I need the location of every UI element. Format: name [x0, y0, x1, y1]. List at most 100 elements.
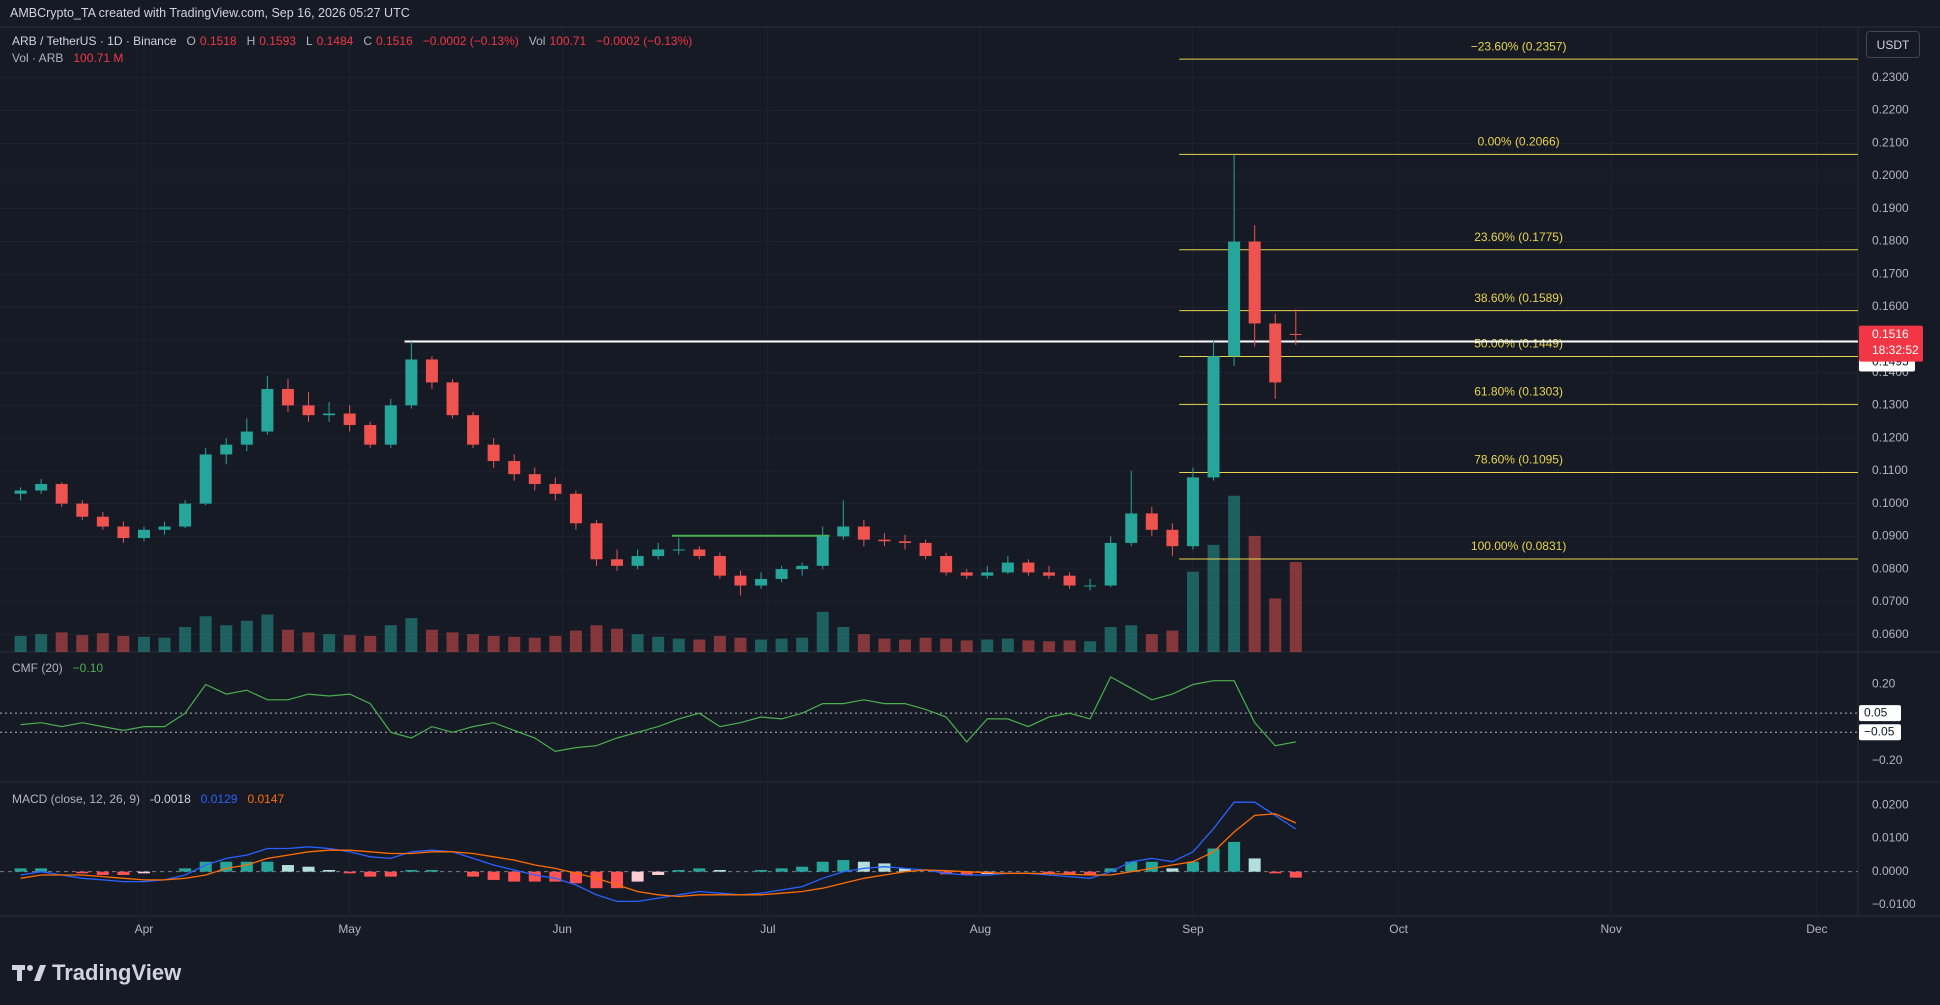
volume-bar [1084, 641, 1097, 652]
candle-body [1001, 562, 1014, 573]
ohlc-value: 0.1516 [376, 34, 413, 48]
histogram-bar [364, 871, 377, 877]
histogram-bar [1289, 871, 1302, 878]
histogram-bar [1186, 861, 1199, 872]
volume-bar [220, 625, 233, 652]
candle-body [775, 569, 788, 579]
vol-value: 100.71 [549, 34, 587, 48]
candle-body [405, 359, 418, 406]
candle-body [323, 413, 336, 416]
y-tick-label: 0.1900 [1872, 201, 1909, 215]
candle-body [1063, 575, 1076, 586]
candle-body [960, 572, 973, 576]
vol-change: −0.0002 (−0.13%) [596, 34, 693, 48]
volume-bar [1125, 625, 1138, 652]
volume-bar [775, 638, 788, 652]
cmf-legend: CMF (20) −0.10 [12, 661, 103, 675]
candle-body [734, 575, 747, 586]
volume-bar [405, 618, 418, 652]
histogram-bar [199, 861, 212, 872]
volume-bar [96, 633, 109, 652]
volume-bar [878, 638, 891, 652]
histogram-bar [76, 871, 89, 874]
histogram-bar [425, 870, 438, 872]
volume-bar [179, 627, 192, 652]
candle-body [1289, 333, 1302, 335]
grid [0, 27, 1858, 916]
candle-body [199, 454, 212, 504]
volume-bar [1022, 640, 1035, 652]
macd-value: 0.0129 [200, 792, 238, 806]
histogram-bar [1145, 861, 1158, 872]
band-label: −0.05 [1864, 724, 1895, 738]
y-tick-label: 0.0900 [1872, 529, 1909, 543]
candle-body [1166, 529, 1179, 547]
candle-body [508, 461, 521, 475]
y-tick-label: 0.0600 [1872, 627, 1909, 641]
histogram-bar [1228, 841, 1241, 872]
ohlc-key: L [305, 34, 313, 48]
candle-body [919, 542, 932, 557]
candle-body [528, 474, 541, 484]
volume-bar [981, 639, 994, 652]
histogram-bar [631, 871, 644, 882]
candle-body [1145, 513, 1158, 530]
change: −0.0002 (−0.13%) [422, 34, 519, 48]
y-tick-label: 0.1800 [1872, 234, 1909, 248]
histogram-bar [281, 865, 294, 872]
y-tick-label: 0.1300 [1872, 398, 1909, 412]
y-tick-label: 0.1100 [1872, 463, 1908, 477]
histogram-bar [549, 871, 562, 882]
y-tick-label: 0.0100 [1872, 831, 1909, 845]
histogram-bar [569, 871, 582, 884]
candle-body [1022, 562, 1035, 573]
y-tick-label: 0.2000 [1872, 168, 1909, 182]
volume-bar [1104, 627, 1117, 652]
volume-bar [14, 635, 27, 652]
histogram-bar [672, 870, 685, 872]
histogram-bar [487, 871, 500, 880]
candle-body [1186, 477, 1199, 547]
candle-body [446, 382, 459, 416]
volume-bar [899, 639, 912, 652]
histogram-bar [1269, 871, 1282, 874]
candle-body [652, 549, 665, 557]
histogram-bar [117, 871, 130, 875]
last-price: 0.1516 [1872, 327, 1909, 341]
y-tick-label: 0.0800 [1872, 561, 1909, 575]
currency-button[interactable]: USDT [1866, 31, 1920, 58]
vol-key: Vol [528, 34, 546, 48]
volume-bar [425, 629, 438, 652]
candle-body [55, 483, 68, 504]
y-tick-label: 0.2300 [1872, 70, 1909, 84]
x-tick-label: Aug [970, 922, 991, 936]
volume-bar [1145, 634, 1158, 652]
histogram-bar [796, 866, 809, 872]
candle-body [796, 565, 809, 570]
ohlc-key: H [246, 34, 256, 48]
header-title: AMBCrypto_TA created with TradingView.co… [10, 6, 410, 20]
candle-body [384, 405, 397, 445]
volume-bar [857, 634, 870, 652]
histogram-bar [343, 871, 356, 874]
candle-body [1042, 572, 1055, 576]
volume-bar [117, 635, 130, 652]
ohlc-value: 0.1593 [259, 34, 296, 48]
histogram-bar [302, 866, 315, 872]
volume-bar [734, 637, 747, 652]
volume-bar [1001, 638, 1014, 652]
volume-bar [467, 634, 480, 652]
fib-label: −23.60% (0.2357) [1471, 39, 1567, 53]
histogram-bar [467, 871, 480, 877]
volume-bar [487, 635, 500, 652]
cmf-value: −0.10 [72, 661, 104, 675]
histogram-bar [1248, 858, 1261, 872]
y-tick-label: 0.0200 [1872, 798, 1909, 812]
symbol-legend: ARB / TetherUS · 1D · Binance O 0.1518 H 0.1… [12, 34, 692, 48]
candle-body [755, 578, 768, 586]
histogram-bar [508, 871, 521, 882]
volume-bar [1269, 598, 1282, 652]
volume-bar [611, 628, 624, 652]
volume-bar [137, 636, 150, 652]
